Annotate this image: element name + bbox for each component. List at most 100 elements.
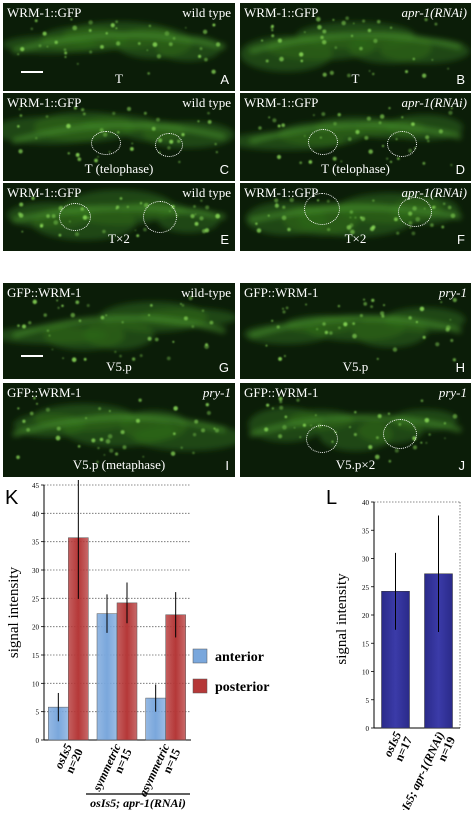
y-tick-label: 40: [32, 510, 40, 518]
panel-letter: C: [219, 162, 229, 177]
nucleus-outline: [387, 131, 417, 157]
y-tick-label: 30: [362, 556, 370, 564]
panel-condition: pry-1: [438, 285, 467, 300]
legend-swatch: [192, 678, 208, 694]
panel-stage: T (telophase): [84, 161, 154, 176]
panel-letter: H: [455, 360, 465, 375]
panel-title: WRM-1::GFP: [244, 95, 319, 110]
group-label: osIs5; apr-1(RNAi): [90, 796, 186, 810]
panel-condition: pry-1: [202, 385, 231, 400]
y-tick-label: 45: [32, 482, 40, 490]
nucleus-outline: [91, 131, 121, 155]
bar-posterior: [116, 602, 138, 741]
chart-l: 0 5 10 15 20 25 30 35 40 signal intensity osIs5n=1…: [334, 499, 461, 810]
x-tick-label: symmetricn=15: [89, 741, 135, 799]
fluorescence-image: [3, 18, 226, 75]
nucleus-outline: [143, 201, 177, 233]
panel-title: GFP::WRM-1: [244, 385, 319, 400]
scale-bar: [21, 71, 43, 73]
panel-condition: wild type: [182, 95, 231, 110]
panel-letter: F: [457, 232, 465, 247]
panel-condition: wild type: [182, 185, 231, 200]
y-tick-label: 40: [362, 499, 370, 507]
panel-stage: T: [115, 71, 123, 86]
y-tick-label: 0: [36, 737, 40, 745]
panel-title: WRM-1::GFP: [7, 5, 82, 20]
micrograph-panel-b: WRM-1::GFP apr-1(RNAi)T B: [240, 3, 471, 91]
panel-condition: pry-1: [438, 385, 467, 400]
panel-letter: I: [225, 458, 229, 473]
panel-stage: T (telophase): [321, 161, 390, 176]
y-axis-label: signal intensity: [6, 566, 22, 658]
panel-letter: B: [456, 72, 465, 87]
fluorescence-image: [3, 106, 235, 164]
panel-stage: V5.p: [342, 359, 369, 374]
nucleus-outline: [383, 419, 417, 449]
panel-stage: T×2: [108, 231, 130, 246]
fluorescence-image: [243, 297, 466, 362]
y-tick-label: 35: [32, 539, 40, 547]
panel-title: GFP::WRM-1: [244, 285, 319, 300]
nucleus-outline: [398, 197, 432, 227]
y-tick-label: 5: [36, 709, 40, 717]
panel-title: WRM-1::GFP: [244, 185, 319, 200]
panel-stage: V5.p: [106, 359, 132, 374]
micrograph-panel-f: WRM-1::GFP apr-1(RNAi)T×2 F: [240, 183, 471, 251]
legend-label: posterior: [215, 680, 269, 695]
panel-condition: wild type: [182, 5, 231, 20]
y-tick-label: 25: [32, 595, 40, 603]
panel-letter: D: [455, 162, 465, 177]
panel-stage: T×2: [344, 231, 367, 246]
legend-label: anterior: [215, 650, 264, 665]
nucleus-outline: [308, 129, 338, 155]
panel-letter: J: [458, 458, 466, 473]
panel-stage: V5.p (metaphase): [72, 457, 166, 472]
y-axis-label: signal intensity: [334, 573, 350, 665]
panel-letter: A: [220, 72, 229, 87]
y-tick-label: 25: [362, 584, 370, 592]
y-tick-label: 15: [362, 640, 370, 648]
fluorescence-image: [240, 16, 470, 78]
legend-swatch: [192, 648, 208, 664]
panel-stage: V5.p×2: [335, 457, 376, 472]
x-tick-label: osIs5n=17: [381, 729, 416, 764]
nucleus-outline: [155, 133, 183, 157]
panel-condition: apr-1(RNAi): [401, 185, 467, 200]
y-tick-label: 35: [362, 527, 370, 535]
panel-title: WRM-1::GFP: [244, 5, 319, 20]
y-tick-label: 5: [366, 697, 370, 705]
panel-title: WRM-1::GFP: [7, 95, 82, 110]
nucleus-outline: [306, 425, 338, 453]
panel-condition: apr-1(RNAi): [401, 95, 467, 110]
y-tick-label: 20: [32, 624, 40, 632]
y-tick-label: 20: [362, 612, 370, 620]
panel-title: GFP::WRM-1: [7, 385, 82, 400]
micrograph-panel-g: GFP::WRM-1 wild-type V5.p G: [3, 283, 235, 379]
fluorescence-image: [12, 396, 235, 464]
panel-condition: apr-1(RNAi): [401, 5, 467, 20]
scale-bar: [21, 355, 43, 357]
micrograph-panel-d: WRM-1::GFP apr-1(RNAi)T (telophase) D: [240, 93, 471, 181]
chart-k: 0 5 10 15 20 25 30 35 40 45 signal intensity osIs5n…: [6, 480, 269, 810]
nucleus-outline: [59, 203, 91, 231]
y-tick-label: 10: [362, 669, 370, 677]
panel-label-l: L: [326, 487, 338, 509]
fluorescence-image: [3, 295, 235, 363]
panel-title: GFP::WRM-1: [7, 285, 82, 300]
panel-title: WRM-1::GFP: [7, 185, 82, 200]
x-tick-label: osIs5n=20: [51, 741, 86, 776]
y-tick-label: 10: [32, 680, 40, 688]
y-tick-label: 0: [366, 725, 370, 733]
y-tick-label: 15: [32, 652, 40, 660]
panel-stage: T: [351, 71, 360, 86]
panel-letter: G: [218, 360, 229, 375]
nucleus-outline: [304, 193, 340, 225]
panel-label-k: K: [5, 487, 19, 509]
panel-letter: E: [220, 232, 229, 247]
